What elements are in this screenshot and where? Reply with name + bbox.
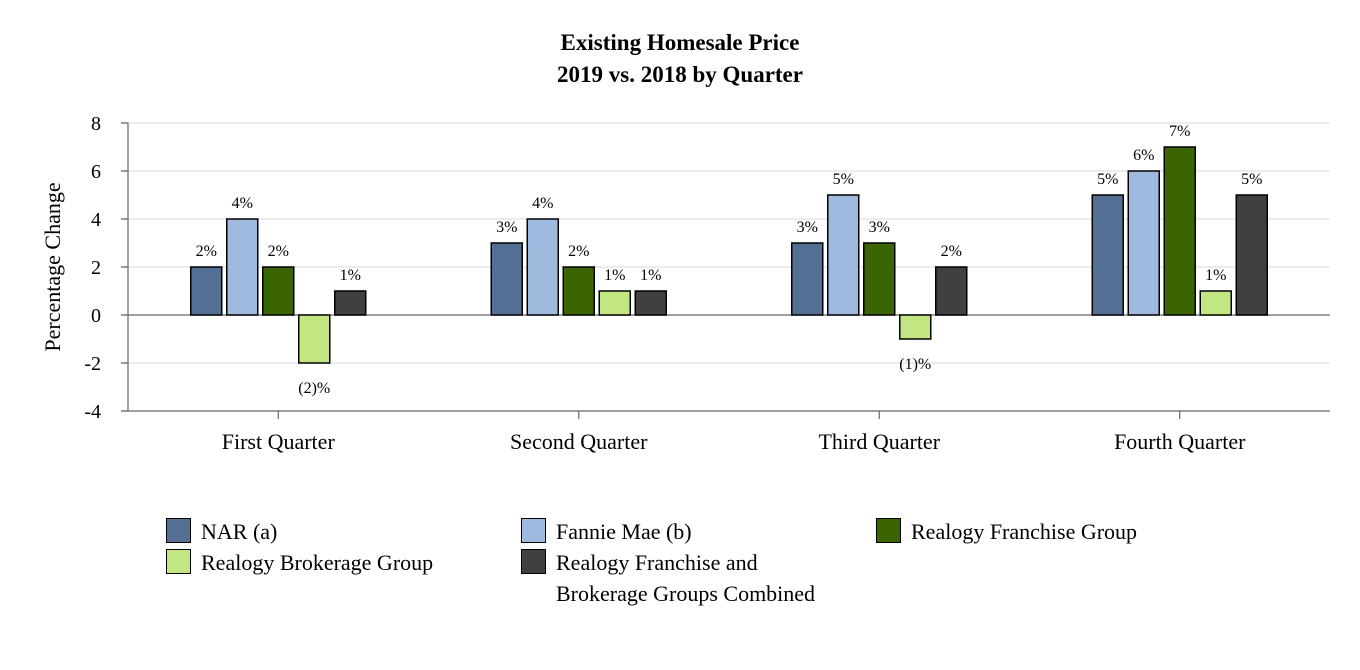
data-label: 2% xyxy=(268,243,289,260)
data-label: 5% xyxy=(1241,171,1262,188)
bar xyxy=(262,266,295,316)
chart-title: Existing Homesale Price xyxy=(560,30,800,55)
bar xyxy=(334,290,367,316)
data-label: 4% xyxy=(232,195,253,212)
bar xyxy=(1199,290,1232,316)
legend-item-brokerage-group: Realogy Brokerage Group xyxy=(166,547,433,578)
bar xyxy=(899,314,932,340)
data-label: (1)% xyxy=(899,356,931,373)
y-tick-label: 6 xyxy=(91,161,101,183)
data-label: 5% xyxy=(833,171,854,188)
bar xyxy=(526,218,559,316)
bar xyxy=(226,218,259,316)
bar xyxy=(298,314,331,364)
data-label: 5% xyxy=(1097,171,1118,188)
data-label: 3% xyxy=(496,219,517,236)
data-label: 2% xyxy=(568,243,589,260)
bar xyxy=(1163,146,1196,316)
legend-label: Realogy Brokerage Group xyxy=(201,550,434,575)
legend-item-franchise-group: Realogy Franchise Group xyxy=(876,516,1137,547)
data-label: 6% xyxy=(1133,147,1154,164)
data-label: 1% xyxy=(1205,267,1226,284)
bar xyxy=(791,242,824,316)
x-tick-label: First Quarter xyxy=(222,429,336,454)
y-axis-label: Percentage Change xyxy=(40,182,65,351)
data-label: (2)% xyxy=(298,380,330,397)
y-tick-label: 4 xyxy=(91,209,101,231)
legend-label: Realogy Franchise and Brokerage Groups C… xyxy=(556,547,815,609)
bar xyxy=(1127,170,1160,316)
data-label: 3% xyxy=(869,219,890,236)
data-label: 1% xyxy=(340,267,361,284)
data-label: 7% xyxy=(1169,123,1190,140)
legend-item-nar: NAR (a) xyxy=(166,516,277,547)
bar xyxy=(598,290,631,316)
plot-area: -4 -2 0 2 4 6 8 Percentage Change First Quarter 2… xyxy=(40,113,1330,454)
bar xyxy=(1235,194,1268,316)
chart-subtitle: 2019 vs. 2018 by Quarter xyxy=(557,62,803,87)
y-tick-label: 0 xyxy=(91,305,101,327)
legend-label: Realogy Franchise Group xyxy=(911,519,1138,544)
legend-swatch xyxy=(876,518,901,543)
legend-item-fannie-mae: Fannie Mae (b) xyxy=(521,516,692,547)
y-tick-label: 8 xyxy=(91,113,101,135)
data-label: 2% xyxy=(196,243,217,260)
legend-swatch xyxy=(521,518,546,543)
x-tick-label: Fourth Quarter xyxy=(1114,429,1246,454)
legend-label-line: Realogy Franchise and xyxy=(556,550,758,575)
bar xyxy=(827,194,860,316)
x-tick-label: Second Quarter xyxy=(510,429,648,454)
y-tick-label: 2 xyxy=(91,257,101,279)
data-label: 2% xyxy=(941,243,962,260)
bar xyxy=(190,266,223,316)
y-tick-label: -4 xyxy=(84,401,101,423)
data-label: 1% xyxy=(604,267,625,284)
bar xyxy=(1091,194,1124,316)
bar xyxy=(863,242,896,316)
bar xyxy=(634,290,667,316)
x-tick-label: Third Quarter xyxy=(818,429,940,454)
legend-label: NAR (a) xyxy=(201,519,278,544)
bar xyxy=(562,266,595,316)
legend-label: Fannie Mae (b) xyxy=(556,519,692,544)
y-tick-label: -2 xyxy=(84,353,101,375)
bar xyxy=(935,266,968,316)
legend-swatch xyxy=(521,549,546,574)
legend-label-line: Brokerage Groups Combined xyxy=(556,581,816,606)
legend-item-combined: Realogy Franchise and Brokerage Groups C… xyxy=(521,547,815,609)
bar xyxy=(490,242,523,316)
data-label: 1% xyxy=(640,267,661,284)
data-label: 4% xyxy=(532,195,553,212)
legend: NAR (a) Fannie Mae (b) Realogy Franchise… xyxy=(0,516,1360,616)
data-label: 3% xyxy=(797,219,818,236)
legend-swatch xyxy=(166,518,191,543)
legend-swatch xyxy=(166,549,191,574)
